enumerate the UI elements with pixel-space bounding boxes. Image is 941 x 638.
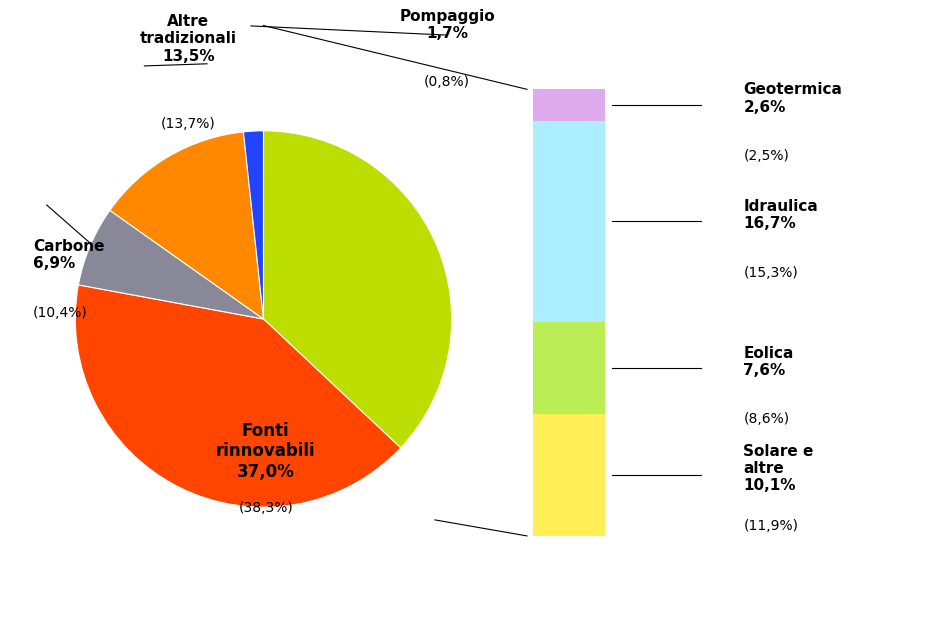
Wedge shape [244,131,263,319]
Text: Idraulica
16,7%: Idraulica 16,7% [743,199,818,232]
Text: Eolica
7,6%: Eolica 7,6% [743,346,794,378]
Bar [534,121,605,322]
Bar [534,89,605,121]
Text: Fonti
rinnovabili
37,0%: Fonti rinnovabili 37,0% [215,422,315,481]
Text: Solare e
altre
10,1%: Solare e altre 10,1% [743,443,814,493]
Bar [534,414,605,536]
Text: (10,4%): (10,4%) [33,306,88,320]
Text: (2,5%): (2,5%) [743,149,789,163]
Text: (8,6%): (8,6%) [743,412,789,426]
Text: Geotermica
2,6%: Geotermica 2,6% [743,82,842,115]
Text: (11,9%): (11,9%) [743,519,798,533]
Text: (13,7%): (13,7%) [161,117,215,131]
Wedge shape [78,211,263,319]
Text: (0,8%): (0,8%) [424,75,470,89]
Bar [534,322,605,414]
Text: Pompaggio
1,7%: Pompaggio 1,7% [399,9,495,41]
Text: Carbone
6,9%: Carbone 6,9% [33,239,104,271]
Wedge shape [263,131,452,448]
Text: Altre
tradizionali
13,5%: Altre tradizionali 13,5% [139,14,237,64]
Wedge shape [110,132,263,319]
Wedge shape [75,285,401,507]
Text: (38,3%): (38,3%) [238,501,293,515]
Text: (15,3%): (15,3%) [743,265,798,279]
